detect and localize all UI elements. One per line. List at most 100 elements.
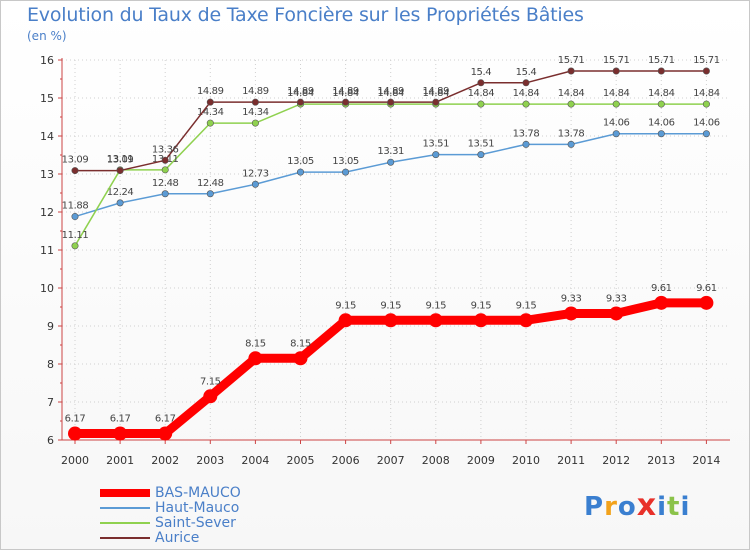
data-label-saint-sever: 14.34 <box>242 107 269 118</box>
data-point-haut-mauco <box>657 130 665 138</box>
data-label-bas-mauco: 6.17 <box>110 414 131 425</box>
data-point-haut-mauco <box>161 190 169 198</box>
axes: 6 7 8 9 10 11 12 13 14 15 16 2000 2001 2002 2003 2004 20… <box>40 54 730 467</box>
data-point-bas-mauco <box>293 351 308 366</box>
x-tick-label: 2006 <box>332 454 360 467</box>
data-label-aurice: 15.71 <box>693 55 720 66</box>
data-label-bas-mauco: 9.15 <box>516 300 537 311</box>
legend-swatch-bas-mauco <box>100 489 150 497</box>
x-tick-label: 2005 <box>287 454 315 467</box>
data-point-bas-mauco <box>519 313 533 328</box>
data-label-bas-mauco: 9.61 <box>651 283 672 294</box>
data-point-saint-sever <box>657 100 665 108</box>
data-label-aurice: 14.89 <box>197 86 224 97</box>
data-point-aurice <box>251 98 259 106</box>
legend-label-saint-sever: Saint-Sever <box>155 515 236 531</box>
x-tick-label: 2001 <box>106 454 134 467</box>
data-label-haut-mauco: 12.48 <box>197 178 224 189</box>
data-point-saint-sever <box>71 242 79 250</box>
data-label-saint-sever: 11.11 <box>62 230 89 241</box>
y-tick-label: 6 <box>47 434 54 447</box>
data-point-bas-mauco <box>654 295 669 310</box>
data-point-aurice <box>702 67 710 75</box>
data-point-saint-sever <box>702 100 710 108</box>
y-tick-label: 11 <box>40 244 54 257</box>
series-layer: 11.88 12.24 12.48 12.48 12.73 13.05 13.05 13.31… <box>62 55 720 441</box>
data-label-aurice: 14.89 <box>422 86 449 97</box>
data-label-haut-mauco: 13.31 <box>377 146 404 157</box>
data-point-aurice <box>116 167 124 175</box>
data-label-haut-mauco: 13.78 <box>558 128 585 139</box>
x-tick-label: 2014 <box>692 454 720 467</box>
data-label-haut-mauco: 14.06 <box>648 118 675 129</box>
data-label-saint-sever: 14.34 <box>197 107 224 118</box>
legend-label-aurice: Aurice <box>155 530 200 546</box>
data-label-aurice: 15.4 <box>471 67 492 78</box>
data-label-saint-sever: 14.84 <box>558 88 585 99</box>
x-tick-label: 2000 <box>61 454 89 467</box>
data-label-haut-mauco: 11.88 <box>62 201 89 212</box>
data-point-haut-mauco <box>702 130 710 138</box>
data-point-bas-mauco <box>113 426 128 441</box>
data-label-bas-mauco: 9.61 <box>696 283 717 294</box>
legend-swatch-aurice <box>100 537 150 539</box>
y-tick-label: 16 <box>40 54 54 67</box>
data-label-bas-mauco: 9.15 <box>380 300 401 311</box>
x-tick-label: 2004 <box>241 454 269 467</box>
data-label-aurice: 13.09 <box>107 155 134 166</box>
data-point-haut-mauco <box>251 180 259 188</box>
data-point-haut-mauco <box>522 140 530 148</box>
data-label-haut-mauco: 12.24 <box>107 187 134 198</box>
legend-label-bas-mauco: BAS-MAUCO <box>155 485 241 501</box>
data-point-haut-mauco <box>432 151 440 159</box>
data-point-bas-mauco <box>428 313 443 328</box>
data-point-aurice <box>612 67 620 75</box>
data-label-haut-mauco: 12.48 <box>152 178 179 189</box>
y-tick-label: 13 <box>40 168 54 181</box>
x-tick-label: 2009 <box>467 454 495 467</box>
data-label-aurice: 15.71 <box>603 55 630 66</box>
data-label-saint-sever: 14.84 <box>693 88 720 99</box>
y-tick-label: 9 <box>47 320 54 333</box>
data-label-saint-sever: 14.84 <box>377 88 404 99</box>
logo-letter: i <box>680 492 691 522</box>
data-point-bas-mauco <box>203 389 218 404</box>
legend-label-haut-mauco: Haut-Mauco <box>155 500 240 516</box>
logo-letter: x <box>636 488 658 523</box>
data-point-saint-sever <box>522 100 530 108</box>
data-point-bas-mauco <box>338 313 353 328</box>
data-label-aurice: 13.09 <box>62 155 89 166</box>
legend-swatch-haut-mauco <box>100 507 150 509</box>
data-label-saint-sever: 14.84 <box>422 88 449 99</box>
data-point-aurice <box>477 79 485 87</box>
data-point-haut-mauco <box>342 168 350 176</box>
legend-swatch-saint-sever <box>100 522 150 524</box>
logo-letter: o <box>617 492 637 522</box>
data-point-aurice <box>657 67 665 75</box>
data-label-haut-mauco: 14.06 <box>603 118 630 129</box>
data-point-saint-sever <box>251 119 259 127</box>
data-label-haut-mauco: 13.05 <box>332 156 359 167</box>
data-label-haut-mauco: 12.73 <box>242 168 269 179</box>
data-label-aurice: 15.71 <box>558 55 585 66</box>
data-label-saint-sever: 14.84 <box>513 88 540 99</box>
data-point-saint-sever <box>477 100 485 108</box>
data-label-bas-mauco: 9.33 <box>606 293 627 304</box>
chart-title: Evolution du Taux de Taxe Foncière sur l… <box>27 4 584 26</box>
data-label-haut-mauco: 13.05 <box>287 156 314 167</box>
data-label-haut-mauco: 13.78 <box>513 128 540 139</box>
proxiti-logo: Proxiti <box>584 488 690 523</box>
data-point-aurice <box>432 98 440 106</box>
data-point-aurice <box>342 98 350 106</box>
y-tick-label: 14 <box>40 130 54 143</box>
logo-letter: i <box>657 492 668 522</box>
data-label-aurice: 15.71 <box>648 55 675 66</box>
logo-letter: r <box>604 492 618 522</box>
data-label-saint-sever: 14.84 <box>468 88 495 99</box>
data-label-bas-mauco: 6.17 <box>155 414 176 425</box>
data-point-bas-mauco <box>68 426 82 441</box>
data-label-aurice: 13.36 <box>152 144 179 155</box>
data-point-aurice <box>206 98 214 106</box>
data-label-saint-sever: 13.11 <box>107 154 134 165</box>
y-tick-label: 8 <box>47 358 54 371</box>
